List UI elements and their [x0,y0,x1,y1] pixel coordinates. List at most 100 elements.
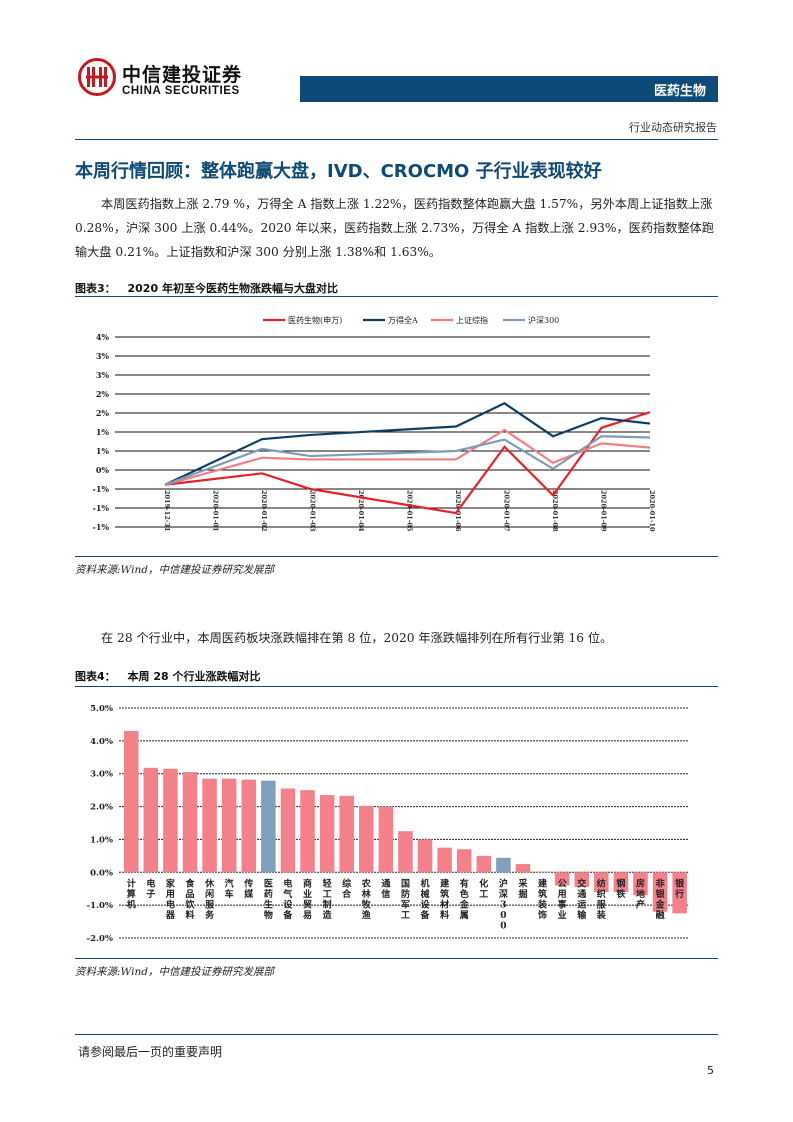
y-tick-label: 2.0% [90,803,113,813]
x-tick-label: 家用电器 [165,877,176,921]
x-tick-label: 国防军工 [401,878,410,921]
figure3-top-rule [75,296,718,297]
line-chart-svg: 4% 3% 3% 2% 2% 1% 1% 0% -1% -1% -1% 2019-12-31 2020-… [93,315,657,532]
y-tick-label: 1% [96,446,110,456]
y-tick-label: -1% [93,522,110,532]
figure3-bottom-rule [75,556,718,557]
bar [535,871,550,873]
bar [594,872,609,892]
x-tick-label: 建筑装饰 [537,877,548,921]
y-tick-label: 1.0% [90,835,113,845]
bar [319,795,335,873]
legend-label: 上证综指 [456,315,488,325]
y-tick-label: 5.0% [90,704,113,714]
figure4-bar-chart: 5.0% 4.0% 3.0% 2.0% 1.0% 0.0% -1.0% -2.0% 计算机 电子家… [75,690,718,958]
x-tick-label: 商业贸易 [303,877,312,921]
x-tick-label: 休闲服务 [204,877,215,921]
x-tick-label: 2020-01-08 [551,490,559,532]
y-tick-label: -1% [93,484,110,494]
bar [672,872,687,914]
y-tick-label: -2.0% [87,934,113,944]
figure3-line-chart: 4% 3% 3% 2% 2% 1% 1% 0% -1% -1% -1% 2019-12-31 2020-… [75,300,718,554]
bar [261,780,276,873]
figure4-caption: 本周 28 个行业涨跌幅对比 [127,670,261,683]
bar [476,855,492,873]
logo-chinese-name: 中信建投证券 [122,64,243,86]
figure4-source: 资料来源:Wind，中信建投证券研究发展部 [75,966,274,978]
x-tick-label: 银行 [674,877,685,900]
bar [163,768,178,873]
y-tick-label: -1.0% [87,901,113,911]
x-tick-label: 公用事业 [557,878,567,921]
header-divider [75,139,718,140]
series-line [164,411,651,515]
x-tick-label: 交通运输 [577,877,587,921]
bar [378,806,394,873]
bar [359,805,374,873]
series-line [164,435,651,486]
x-tick-label: 2020-01-09 [600,490,608,532]
sector-banner: 医药生物 [300,76,718,102]
logo-english-name: CHINA SECURITIES [122,85,240,97]
x-tick-label: 2020-01-10 [648,490,656,532]
x-tick-label: 农林牧渔 [361,877,372,921]
x-tick-label: 采掘 [517,877,527,900]
x-tick-label: 食品饮料 [184,877,195,921]
y-tick-label: 3% [96,351,110,361]
y-tick-label: -1% [93,503,110,513]
bar [515,864,531,873]
bar [143,767,159,873]
section-title: 本周行情回顾：整体跑赢大盘，IVD、CROCMO 子行业表现较好 [75,161,602,182]
bar [280,788,296,873]
bar [456,849,472,873]
bar [124,731,139,873]
bar [554,872,570,886]
bar [398,831,413,873]
y-tick-label: 4% [96,332,110,342]
y-tick-label: 1% [96,427,110,437]
x-tick-label: 2020-01-04 [357,490,365,532]
figure3-label: 图表3： [75,282,116,295]
x-tick-label: 2020-01-01 [212,490,220,532]
bar [182,772,198,873]
x-tick-label: 电子 [146,877,155,900]
y-tick-label: 3.0% [90,770,113,780]
figure3-caption: 2020 年初至今医药生物涨跌幅与大盘对比 [127,282,338,295]
y-tick-label: 4.0% [90,737,113,747]
bar [202,778,217,873]
figure4-top-rule [75,686,718,687]
x-tick-label: 通信 [381,877,390,900]
summary-paragraph: 本周医药指数上涨 2.79 %，万得全 A 指数上涨 1.22%，医药指数整体跑… [75,197,714,259]
bar-chart-svg: 5.0% 4.0% 3.0% 2.0% 1.0% 0.0% -1.0% -2.0% 计算机 电子家… [87,704,689,944]
bar [241,779,257,873]
x-tick-label: 化工 [479,877,488,900]
y-tick-label: 0% [96,465,110,475]
figure4-label: 图表4： [75,670,116,683]
x-tick-label: 2020-01-05 [406,490,414,532]
bar [652,872,668,912]
x-tick-label: 钢铁 [616,877,625,900]
figure4-bottom-rule [75,958,718,959]
x-tick-label: 医药生物 [264,878,273,921]
page-number: 5 [707,1064,714,1077]
bar [633,872,648,896]
ranking-paragraph: 在 28 个行业中，本周医药板块涨跌幅排在第 8 位，2020 年涨跌幅排列在所… [101,631,613,645]
company-logo: 中信建投证券 CHINA SECURITIES [78,58,258,106]
x-tick-label: 房地产 [636,877,645,910]
bar [417,839,433,873]
x-tick-label: 纺织服装 [596,877,607,921]
series-line [164,402,651,486]
y-tick-label: 2% [96,408,110,418]
y-tick-label: 2% [96,389,110,399]
x-tick-label: 沪深 3 0 0 [499,877,508,931]
disclaimer-note: 请参阅最后一页的重要声明 [78,1045,223,1059]
bar [339,795,354,873]
x-tick-label: 轻工制造 [323,877,333,921]
x-tick-label: 传媒 [243,877,254,900]
x-tick-label: 2020-01-07 [503,490,511,532]
x-tick-label: 非银金融 [655,877,666,921]
figure3-title: 图表3： 2020 年初至今医药生物涨跌幅与大盘对比 [75,280,338,296]
y-tick-label: 0.0% [90,868,113,878]
bar [437,847,452,873]
x-tick-label: 电气设备 [282,877,293,921]
